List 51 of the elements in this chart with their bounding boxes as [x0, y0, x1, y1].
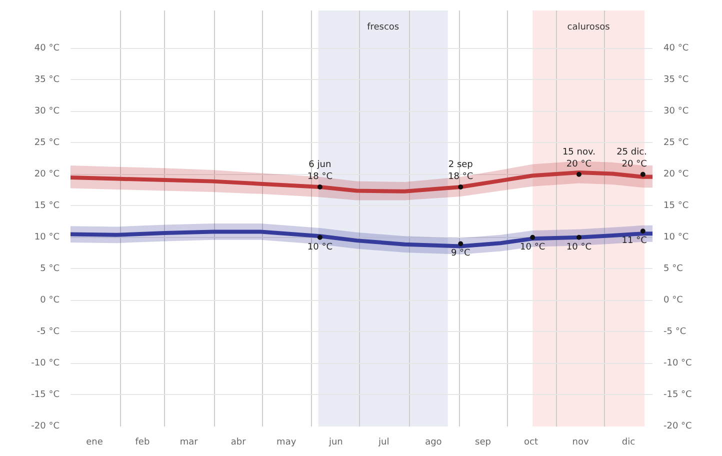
- y-tick-label: 35 °C: [34, 74, 60, 85]
- y-tick-label: -15 °C: [31, 390, 60, 400]
- x-tick-label: nov: [572, 438, 590, 448]
- x-tick-label: may: [276, 438, 297, 448]
- line-series: [70, 170, 652, 194]
- x-tick-label: jun: [328, 438, 343, 448]
- x-tick-label: dic: [622, 438, 636, 448]
- x-tick-label: feb: [135, 438, 150, 448]
- y-tick-label: -20 °C: [31, 422, 60, 432]
- annotation: 10 °C: [520, 242, 546, 252]
- y2-tick-label: 15 °C: [664, 200, 689, 211]
- y-tick-label: 5 °C: [40, 264, 60, 274]
- y2-tick-label: -20 °C: [664, 422, 692, 432]
- y-tick-label: 25 °C: [34, 138, 60, 148]
- y2-tick-label: 35 °C: [664, 74, 689, 85]
- x-tick-label: jul: [378, 438, 390, 448]
- x-tick-label: sep: [475, 438, 492, 448]
- annotation: 11 °C: [622, 236, 647, 246]
- annotation: 15 nov. 20 °C: [562, 147, 596, 170]
- x-tick-label: ago: [425, 438, 442, 448]
- annotation: 10 °C: [566, 242, 592, 252]
- y-tick-label: -5 °C: [36, 326, 60, 337]
- y2-tick-label: -5 °C: [664, 326, 686, 337]
- annotation: 9 °C: [450, 248, 470, 259]
- y2-tick-label: 30 °C: [664, 106, 689, 116]
- y-tick-label: 0 °C: [40, 295, 60, 306]
- y2-tick-label: -15 °C: [664, 390, 692, 400]
- y2-tick-label: 10 °C: [664, 232, 689, 242]
- annotation: 25 dic. 20 °C: [616, 147, 647, 170]
- annotation: 2 sep 18 °C: [448, 160, 474, 182]
- y2-tick-label: -10 °C: [664, 358, 692, 368]
- line-series: [70, 230, 652, 248]
- band-label: calurosos: [567, 22, 610, 33]
- band-label: frescos: [367, 22, 400, 33]
- y2-tick-label: 25 °C: [664, 138, 689, 148]
- y2-tick-label: 5 °C: [664, 264, 683, 274]
- x-tick-label: ene: [86, 438, 104, 448]
- y-tick-label: 40 °C: [34, 43, 60, 54]
- annotation: 6 jun 18 °C: [307, 160, 332, 182]
- y2-tick-label: 40 °C: [664, 43, 689, 54]
- y2-tick-label: 20 °C: [664, 169, 689, 180]
- y-tick-label: 10 °C: [34, 232, 60, 242]
- annotation: 10 °C: [307, 242, 332, 252]
- y-tick-label: 30 °C: [34, 106, 60, 116]
- y2-tick-label: 0 °C: [664, 295, 683, 306]
- x-tick-label: abr: [230, 438, 246, 448]
- y-tick-label: 15 °C: [34, 200, 60, 211]
- x-tick-label: oct: [524, 438, 538, 448]
- x-tick-label: mar: [180, 438, 198, 448]
- y-tick-label: 20 °C: [34, 169, 60, 180]
- y-tick-label: -10 °C: [31, 358, 60, 368]
